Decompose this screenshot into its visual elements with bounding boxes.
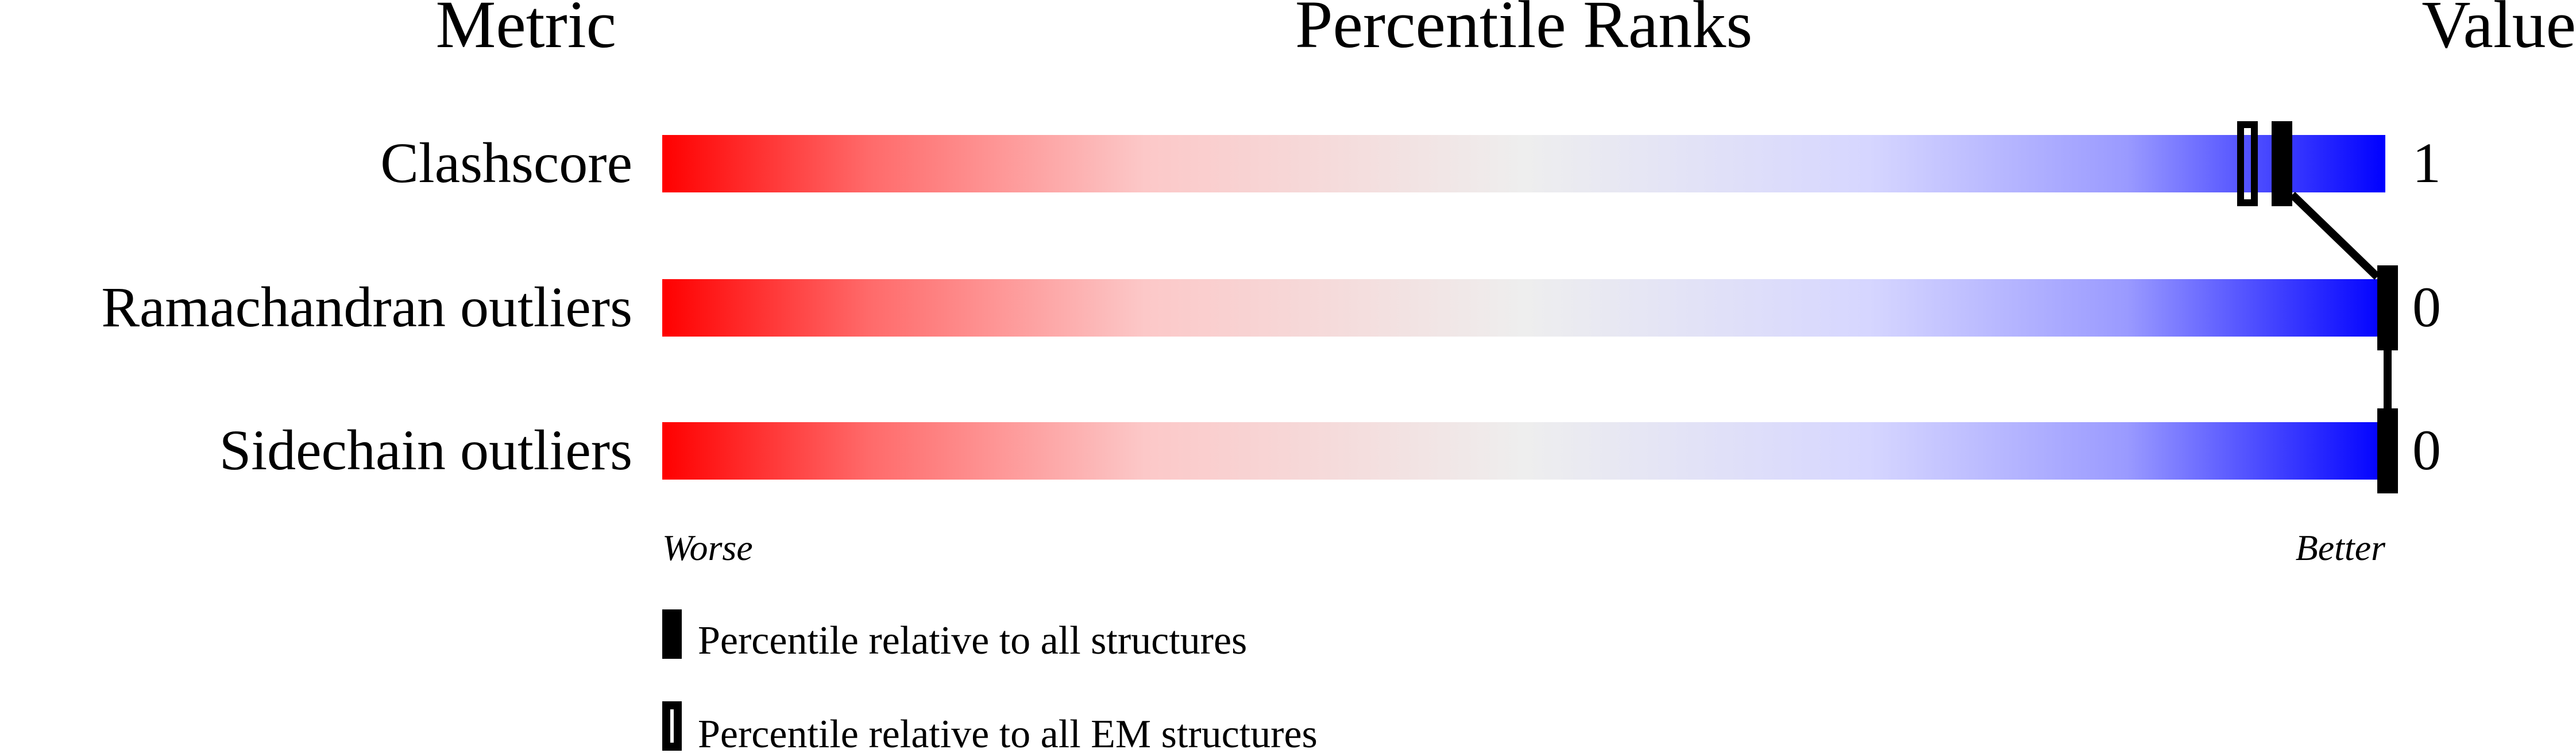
axis-worse-label: Worse: [662, 527, 753, 568]
metric-label: Ramachandran outliers: [101, 275, 632, 339]
metric-value: 1: [2412, 131, 2441, 195]
header-percentile-ranks: Percentile Ranks: [1295, 0, 1752, 62]
em-percentile-marker: [2237, 121, 2258, 206]
all-percentile-marker: [2272, 121, 2292, 206]
header-value: Value: [2421, 0, 2576, 62]
legend-open-marker: [662, 701, 682, 751]
legend-em-structures: Percentile relative to all EM structures: [698, 712, 1318, 753]
metric-value: 0: [2412, 418, 2441, 482]
header-metric: Metric: [435, 0, 616, 62]
percentile-bar: [662, 279, 2385, 337]
all-percentile-marker: [2377, 265, 2398, 350]
legend-filled-marker: [662, 609, 682, 659]
marker-connector: [2289, 191, 2380, 280]
metric-label: Clashscore: [380, 131, 632, 195]
metric-value: 0: [2412, 275, 2441, 339]
axis-better-label: Better: [2296, 527, 2386, 568]
metric-label: Sidechain outliers: [219, 418, 632, 482]
legend-all-structures: Percentile relative to all structures: [698, 619, 1247, 663]
percentile-bar: [662, 135, 2385, 192]
percentile-bar: [662, 422, 2385, 480]
all-percentile-marker: [2377, 408, 2398, 493]
